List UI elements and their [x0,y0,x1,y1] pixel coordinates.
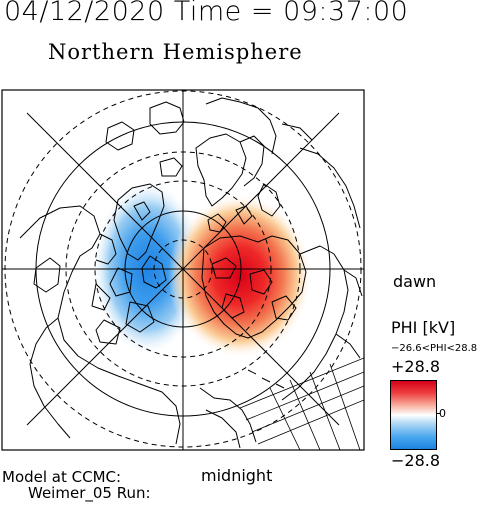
polar-map [1,89,365,451]
boundary-grid [239,357,364,450]
coastlines [19,97,363,449]
run-label: Weimer_05 Run: [28,484,151,502]
hemisphere-title: Northern Hemisphere [48,40,303,64]
colorbar-max-label: +28.8 [391,357,441,376]
date-time-label: 04/12/2020 Time = 09:37:00 [4,0,409,27]
colorbar-title: PHI [kV] [391,318,456,337]
model-label: Model at CCMC: [2,468,122,486]
colorbar-min-label: −28.8 [391,451,441,470]
potential-range: −26.6<PHI<28.8 [391,343,478,354]
longitude-grid [2,90,364,450]
dawn-label: dawn [393,272,437,291]
colorbar [390,380,437,450]
colorbar-zero-label: 0 [439,407,446,420]
midnight-label: midnight [201,466,273,485]
colorbar-zero-tick [436,413,440,414]
